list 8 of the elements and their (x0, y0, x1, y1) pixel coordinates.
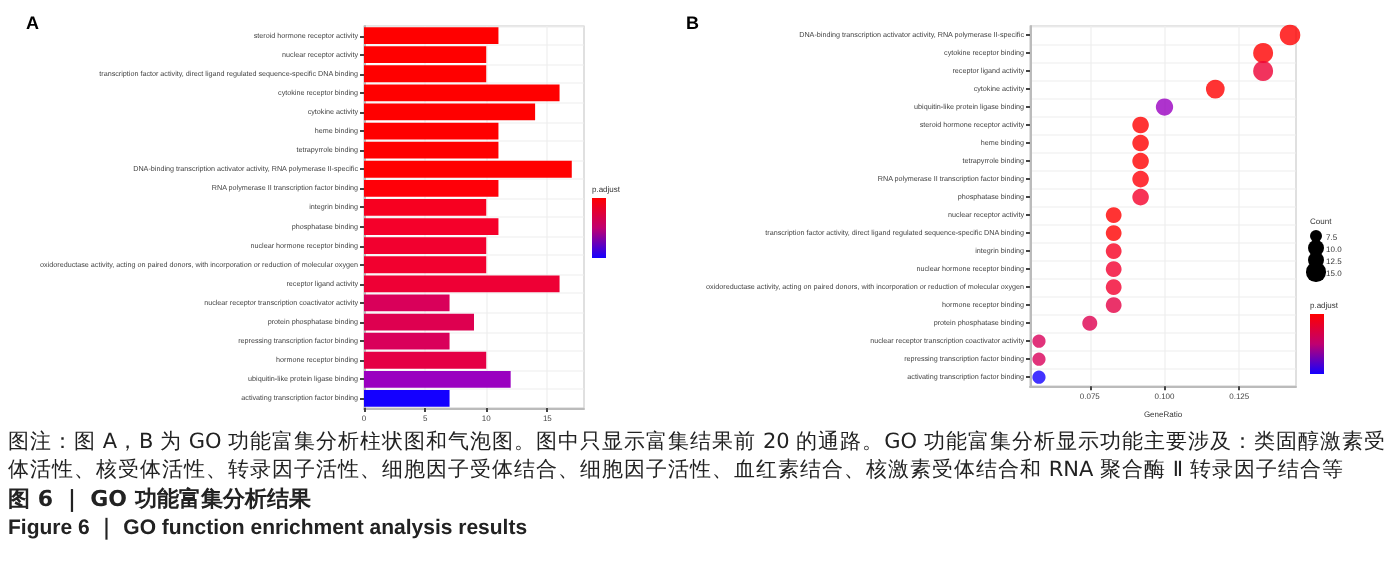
text: B (686, 13, 700, 33)
caption: 图 6 ｜ GO 功能富集分析结果 (8, 484, 313, 514)
text: A (26, 13, 40, 33)
bar (364, 370, 511, 388)
text: 图注：图 A，B 为 GO 功能富集分析柱状图和气泡图。图中只显示富集结果前 20 的通路。GO 功能富集分析显示功能主要涉及：类固醇激素受体活性、核受体活性、转录因子活性、细胞因子受体结合、细胞因子活性、血红素结合、核激素受体结合和 RNA 聚合酶 Ⅱ 转录因子结合等 (8, 428, 1388, 484)
caption: Figure 6 ｜ GO function enrichment analysis results (8, 514, 530, 544)
bar (364, 351, 487, 369)
bar (364, 390, 450, 407)
